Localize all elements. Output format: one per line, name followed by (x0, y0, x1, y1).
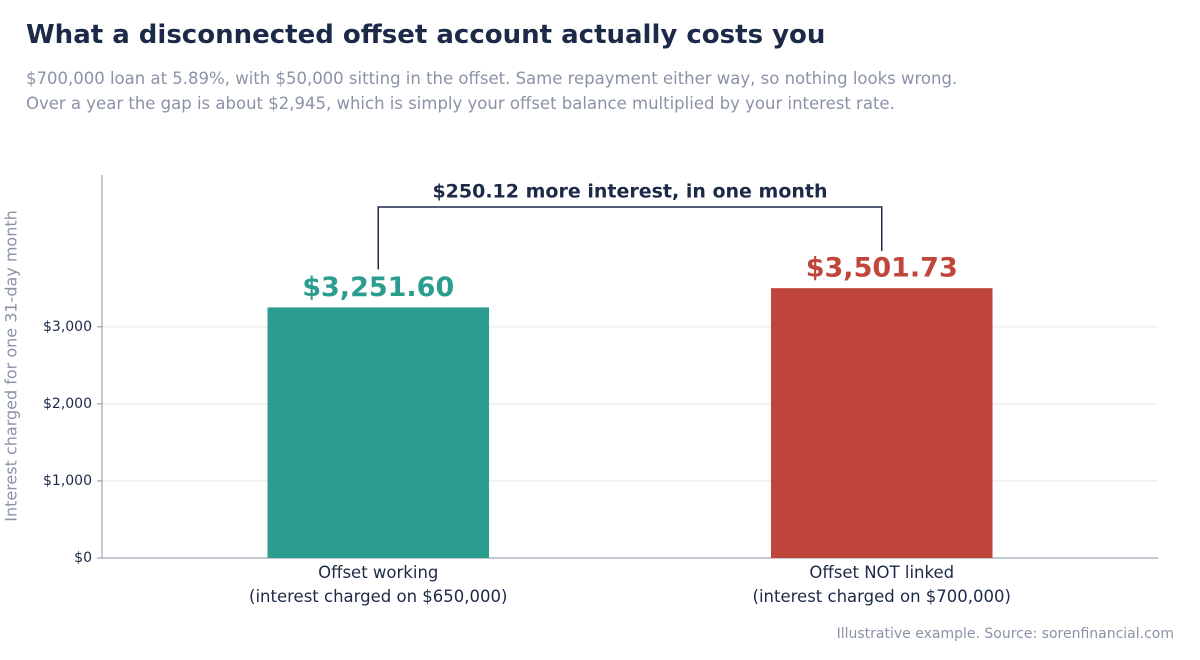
y-tick-label: $3,000 (43, 319, 92, 335)
x-tick-label: Offset working (interest charged on $650… (249, 563, 508, 606)
x-tick-label: Offset NOT linked (interest charged on $… (752, 563, 1011, 606)
subtitle: Over a year the gap is about $2,945, whi… (26, 94, 895, 113)
value-label: $3,501.73 (806, 253, 958, 284)
y-axis-title: Interest charged for one 31-day month (2, 210, 21, 522)
bar (267, 307, 490, 558)
source-note: Illustrative example. Source: sorenfinan… (836, 626, 1174, 642)
chart-title: What a disconnected offset account actua… (26, 20, 826, 50)
subtitle: $700,000 loan at 5.89%, with $50,000 sit… (26, 69, 958, 88)
annotation: $250.12 more interest, in one month (432, 181, 827, 203)
y-tick-label: $2,000 (43, 396, 92, 412)
value-label: $3,251.60 (302, 272, 454, 303)
bar (770, 288, 993, 558)
y-tick-label: $0 (74, 550, 92, 566)
y-tick-label: $1,000 (43, 473, 92, 489)
bracket (377, 206, 883, 270)
